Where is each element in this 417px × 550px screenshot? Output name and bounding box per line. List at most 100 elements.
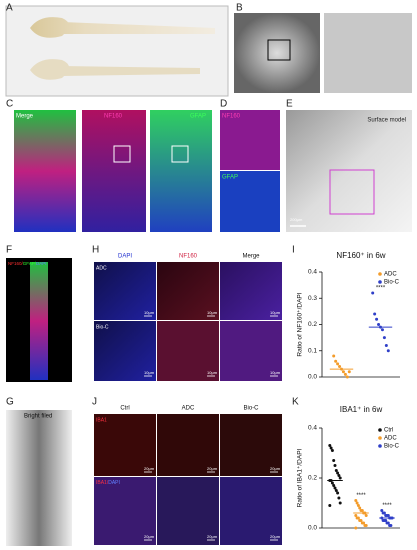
micrograph (94, 477, 156, 545)
roi (329, 169, 375, 215)
micrograph (157, 477, 219, 545)
panel-label: G (6, 397, 14, 408)
data-point (371, 291, 375, 295)
roi (171, 145, 189, 163)
y-tick-label: 0.0 (308, 525, 317, 532)
roi (267, 39, 291, 61)
data-point (338, 476, 342, 480)
micrograph (220, 414, 282, 476)
scale-label: 20μm (270, 466, 281, 471)
data-point (338, 501, 342, 505)
y-tick-label: 0.2 (308, 475, 317, 482)
column-label: Bio-C (243, 406, 259, 412)
y-tick-label: 0.1 (308, 347, 317, 354)
panel-label: D (220, 99, 227, 110)
column-label: ADC (182, 406, 195, 412)
legend-label: ADC (384, 436, 397, 442)
micrograph (94, 414, 156, 476)
fluorescence (14, 110, 76, 232)
data-point (341, 370, 345, 374)
column-label: Merge (242, 254, 260, 260)
scale-label: 10μm (207, 370, 218, 375)
panel-label: H (92, 245, 99, 256)
row-label: IBA1 (96, 417, 107, 423)
stain: IBA1/ (96, 480, 109, 486)
scale-label: 200μm (290, 217, 303, 222)
data-point (338, 365, 342, 368)
panel-label: B (236, 3, 243, 14)
data-point (330, 449, 334, 452)
label: Merge (16, 114, 34, 120)
surface-model (286, 110, 412, 232)
data-point (356, 504, 360, 507)
data-point (329, 446, 333, 450)
panel-label: J (92, 397, 97, 408)
stain: GFAP/ (23, 261, 37, 266)
data-point (364, 514, 368, 517)
label: NF160 (104, 114, 123, 120)
column-label: DAPI (118, 254, 132, 260)
data-point (334, 469, 338, 472)
significance: **** (376, 286, 386, 292)
panel-label: C (6, 99, 13, 110)
label: GFAP (190, 114, 206, 120)
scale-label: 20μm (144, 534, 155, 539)
data-point (347, 370, 351, 374)
j-grid (94, 414, 282, 545)
data-point (336, 471, 340, 475)
data-point (389, 524, 393, 527)
y-tick-label: 0.4 (308, 425, 317, 432)
label: Bright filed (24, 414, 52, 420)
data-point (355, 501, 359, 505)
stain: DAPI (36, 261, 47, 266)
y-axis-label: Ratio of NF160⁺/DAPI (297, 292, 304, 356)
legend-marker (378, 428, 382, 432)
legend-marker (378, 280, 382, 284)
scale-label: 10μm (270, 370, 281, 375)
y-tick-label: 0.2 (308, 321, 317, 328)
scale-label: 20μm (270, 534, 281, 539)
data-point (330, 481, 334, 485)
data-point (334, 359, 338, 363)
row-label: ADC (96, 265, 107, 271)
legend-label: ADC (384, 272, 397, 278)
legend-marker (378, 444, 382, 448)
column-label: Ctrl (120, 406, 129, 412)
fluorescence (220, 110, 280, 170)
y-axis-label: Ratio of IBA1⁺/DAPI (297, 448, 304, 507)
data-point (386, 349, 390, 353)
micrograph (220, 321, 282, 381)
h-grid (94, 262, 282, 381)
micrograph (157, 262, 219, 320)
photo (5, 5, 229, 97)
fluorescence (82, 110, 146, 232)
scale-label: 10μm (207, 310, 218, 315)
bright-field (6, 410, 72, 546)
data-point (332, 354, 336, 358)
data-point (373, 312, 377, 316)
label: Surface model (367, 118, 406, 124)
row-label: IBA1/DAPI (96, 480, 120, 486)
data-point (354, 514, 358, 517)
data-point (354, 526, 358, 530)
data-point (356, 516, 360, 520)
spinal-cord (30, 17, 215, 38)
micrograph (94, 321, 156, 381)
panel-label: E (286, 99, 293, 110)
data-point (336, 491, 340, 495)
data-point (354, 499, 358, 502)
data-point (382, 336, 386, 340)
y-tick-label: 0.4 (308, 269, 317, 276)
data-point (386, 514, 390, 517)
micrograph (234, 13, 320, 93)
data-point (364, 524, 368, 527)
fluorescence (220, 171, 280, 232)
micrograph (324, 13, 412, 93)
data-point (380, 509, 384, 512)
column-label: NF160 (179, 254, 198, 260)
scale-label: 10μm (270, 310, 281, 315)
cord (30, 262, 48, 380)
data-point (386, 521, 390, 525)
legend-label: Ctrl (384, 428, 393, 434)
